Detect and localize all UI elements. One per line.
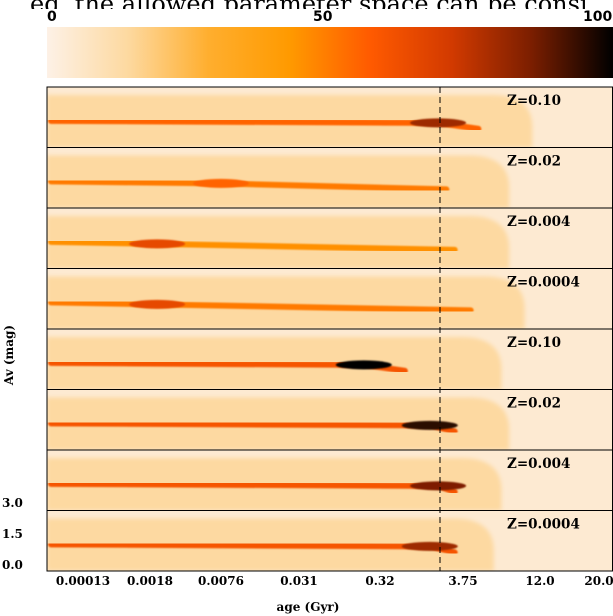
x-tick-0: 0.00013 xyxy=(56,574,110,588)
panel-2: Z=0.004 xyxy=(46,207,613,269)
x-tick-3: 0.031 xyxy=(280,574,318,588)
likelihood-peak xyxy=(401,541,458,551)
colorbar xyxy=(47,27,613,78)
likelihood-peak xyxy=(335,360,392,370)
truncated-paper-text: ed, the allowed parameter space can be c… xyxy=(30,0,613,9)
metallicity-label: Z=0.02 xyxy=(507,154,561,170)
likelihood-peak xyxy=(193,178,249,188)
colorbar-label-mid: 50 xyxy=(313,9,333,25)
likelihood-peak xyxy=(410,118,467,128)
panel-6: Z=0.004 xyxy=(46,449,613,511)
colorbar-label-max: 100 xyxy=(583,9,613,25)
y-axis-label: Av (mag) xyxy=(2,325,16,386)
panel-4: Z=0.10 xyxy=(46,328,613,390)
x-tick-1: 0.0018 xyxy=(127,574,173,588)
allowed-region-halo xyxy=(47,276,525,329)
x-tick-2: 0.0076 xyxy=(198,574,244,588)
x-tick-4: 0.32 xyxy=(365,574,394,588)
metallicity-label: Z=0.0004 xyxy=(507,275,580,291)
colorbar-gradient xyxy=(47,27,613,78)
y-tick-2: 3.0 xyxy=(2,496,23,510)
metallicity-label: Z=0.004 xyxy=(507,456,570,472)
likelihood-peak xyxy=(401,420,458,430)
likelihood-peak xyxy=(129,299,186,309)
x-axis-label: age (Gyr) xyxy=(277,600,340,614)
y-tick-1: 1.5 xyxy=(2,527,23,541)
metallicity-label: Z=0.10 xyxy=(507,335,561,351)
metallicity-label: Z=0.02 xyxy=(507,396,561,412)
x-tick-5: 3.75 xyxy=(448,574,477,588)
x-tick-7: 20.0 xyxy=(584,574,613,588)
metallicity-label: Z=0.0004 xyxy=(507,517,580,533)
metallicity-label: Z=0.10 xyxy=(507,93,561,109)
allowed-region-halo xyxy=(47,216,510,269)
colorbar-label-min: 0 xyxy=(47,9,57,25)
likelihood-peak xyxy=(410,481,467,491)
panel-5: Z=0.02 xyxy=(46,389,613,451)
panel-3: Z=0.0004 xyxy=(46,268,613,330)
panel-7: Z=0.0004 xyxy=(46,510,613,572)
likelihood-peak xyxy=(129,239,186,249)
x-tick-6: 12.0 xyxy=(525,574,554,588)
y-tick-0: 0.0 xyxy=(2,558,23,572)
allowed-region-halo xyxy=(47,155,510,208)
panel-1: Z=0.02 xyxy=(46,147,613,209)
panel-0: Z=0.10 xyxy=(46,86,613,148)
metallicity-label: Z=0.004 xyxy=(507,214,570,230)
